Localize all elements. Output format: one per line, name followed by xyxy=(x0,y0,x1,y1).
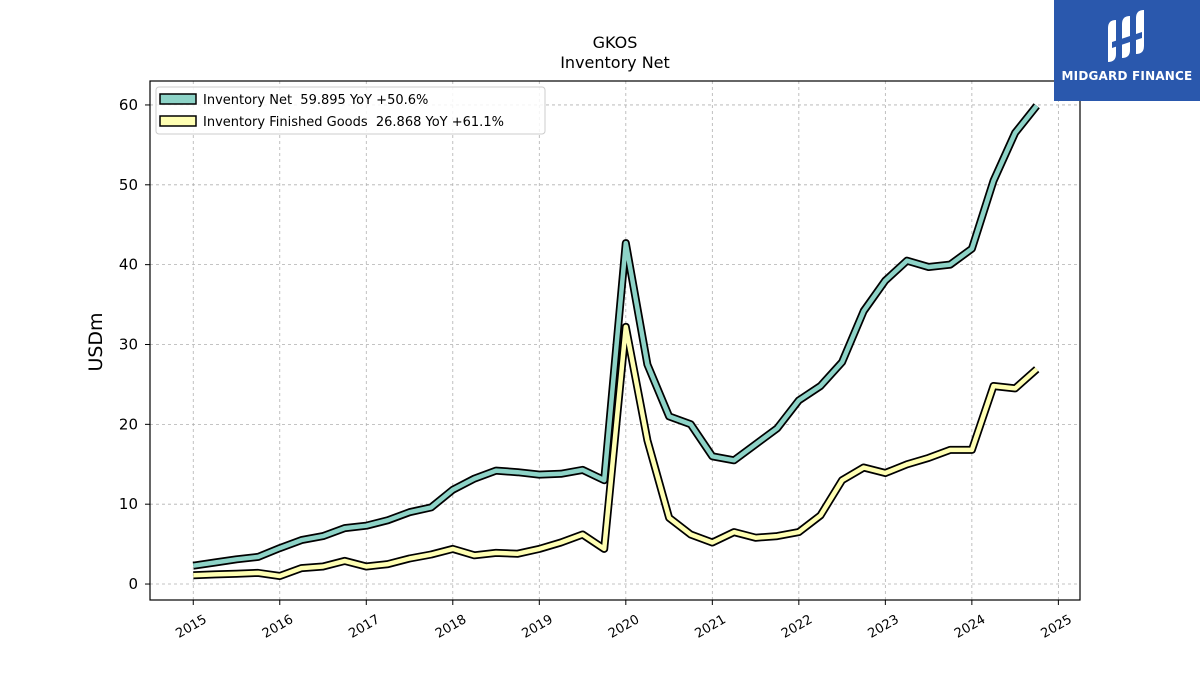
y-tick-label: 0 xyxy=(128,575,138,593)
series-lines xyxy=(192,103,1040,580)
brand-name: MIDGARD FINANCE xyxy=(1061,69,1193,83)
y-tick-label: 10 xyxy=(119,495,138,513)
legend-swatch-finished-goods xyxy=(159,115,197,127)
y-tick-label: 30 xyxy=(119,335,138,353)
legend-swatch-inventory-net xyxy=(159,93,197,105)
legend-label-inventory-net: Inventory Net 59.895 YoY +50.6% xyxy=(203,93,428,108)
legend-box xyxy=(155,86,546,135)
y-tick-label: 20 xyxy=(119,415,138,433)
legend-label-finished-goods: Inventory Finished Goods 26.868 YoY +61.… xyxy=(203,115,504,130)
midgard-logo-icon xyxy=(1108,10,1144,62)
series-line-1 xyxy=(193,324,1039,579)
chart-title: GKOS xyxy=(593,33,638,52)
y-tick-label: 60 xyxy=(119,96,138,114)
y-tick-label: 50 xyxy=(119,176,138,194)
chart-subtitle: Inventory Net xyxy=(560,53,670,72)
legend: Inventory Net 59.895 YoY +50.6% Inventor… xyxy=(155,86,546,135)
y-tick-label: 40 xyxy=(119,256,138,274)
plot-frame xyxy=(149,80,1081,601)
grid xyxy=(150,81,1080,600)
series-line-0 xyxy=(192,104,1039,568)
brand-logo: MIDGARD FINANCE xyxy=(1054,0,1200,101)
y-axis-label: USDm xyxy=(85,312,107,371)
